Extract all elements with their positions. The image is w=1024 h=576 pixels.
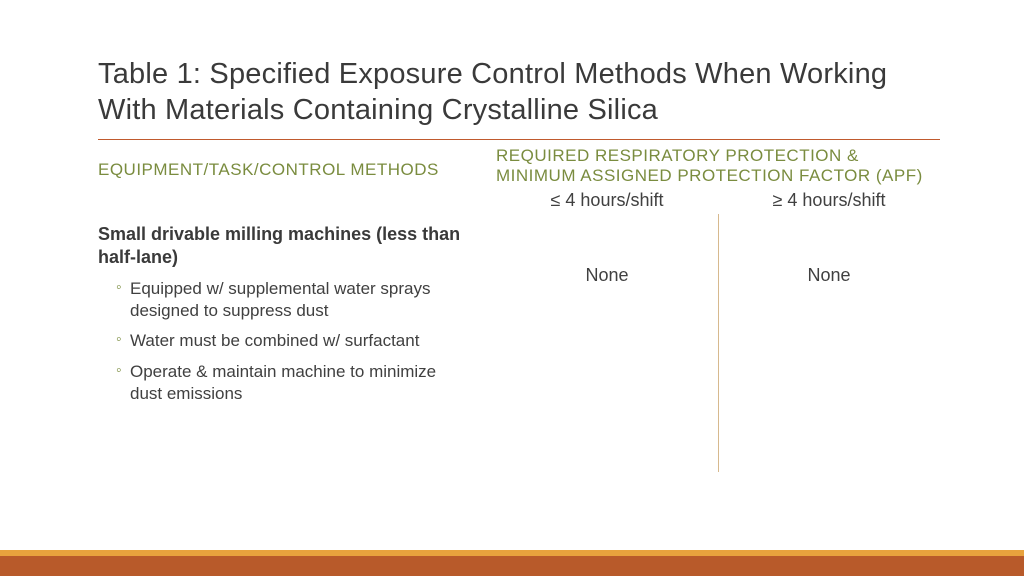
task-title: Small drivable milling machines (less th… — [98, 223, 472, 268]
header-protection: REQUIRED RESPIRATORY PROTECTION & MINIMU… — [496, 146, 940, 187]
footer-bar — [0, 550, 1024, 576]
header-equipment: EQUIPMENT/TASK/CONTROL METHODS — [98, 146, 496, 187]
body-row: Small drivable milling machines (less th… — [98, 223, 940, 412]
bullet-item: Water must be combined w/ surfactant — [116, 330, 472, 352]
task-cell: Small drivable milling machines (less th… — [98, 223, 496, 412]
sub-headers: ≤ 4 hours/shift ≥ 4 hours/shift — [98, 190, 940, 211]
bullet-item: Operate & maintain machine to minimize d… — [116, 361, 472, 405]
task-bullets: Equipped w/ supplemental water sprays de… — [98, 278, 472, 404]
sub-cols: ≤ 4 hours/shift ≥ 4 hours/shift — [496, 190, 940, 211]
value-le4: None — [496, 223, 718, 412]
sub-spacer — [98, 190, 496, 211]
value-ge4: None — [718, 223, 940, 412]
subheader-ge4: ≥ 4 hours/shift — [718, 190, 940, 211]
subheader-le4: ≤ 4 hours/shift — [496, 190, 718, 211]
vertical-divider — [718, 214, 719, 472]
footer-accent-bottom — [0, 556, 1024, 576]
slide: Table 1: Specified Exposure Control Meth… — [0, 0, 1024, 576]
bullet-item: Equipped w/ supplemental water sprays de… — [116, 278, 472, 322]
slide-title: Table 1: Specified Exposure Control Meth… — [98, 56, 940, 140]
column-headers: EQUIPMENT/TASK/CONTROL METHODS REQUIRED … — [98, 146, 940, 187]
